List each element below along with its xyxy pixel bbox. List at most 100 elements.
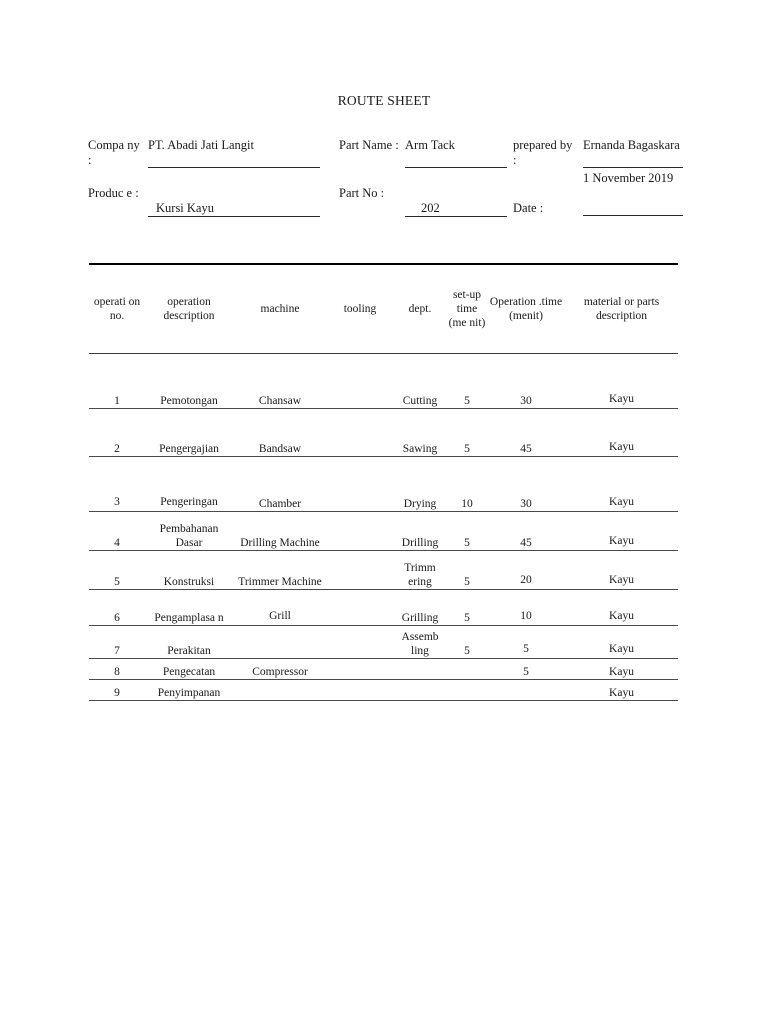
cell-operation-time: 45 xyxy=(487,408,565,457)
table-header: operati on no. operation description mac… xyxy=(89,263,678,354)
cell-setup-time: 5 xyxy=(447,550,487,590)
cell-operation-time: 45 xyxy=(487,511,565,551)
column-header-operation-desc: operation description xyxy=(145,263,233,354)
cell-material: Kayu xyxy=(565,550,678,590)
cell-tooling xyxy=(327,511,393,551)
cell-setup-time xyxy=(447,679,487,701)
cell-operation-time: 5 xyxy=(487,658,565,680)
header-meta-block: Compa ny : PT. Abadi Jati Langit Produc … xyxy=(88,138,688,228)
meta-value-part-name[interactable]: Arm Tack xyxy=(405,138,507,168)
cell-machine xyxy=(233,679,327,701)
cell-material: Kayu xyxy=(565,625,678,659)
route-sheet-table: operati on no. operation description mac… xyxy=(89,263,678,701)
cell-dept: Drilling xyxy=(393,511,447,551)
cell-operation-desc: Pembahanan Dasar xyxy=(145,511,233,551)
table-row: 7 Perakitan Assemb ling 5 5 Kayu xyxy=(89,625,678,659)
cell-dept: Cutting xyxy=(393,353,447,409)
meta-label-date: Date : xyxy=(513,201,544,215)
cell-operation-desc: Pengeringan xyxy=(145,456,233,512)
meta-field-date: Date : 1 November 2019 xyxy=(513,171,688,229)
cell-tooling xyxy=(327,625,393,659)
cell-operation-desc: Pengecatan xyxy=(145,658,233,680)
cell-operation-time xyxy=(487,679,565,701)
cell-setup-time: 5 xyxy=(447,408,487,457)
cell-operation-no: 2 xyxy=(89,408,145,457)
column-header-machine: machine xyxy=(233,263,327,354)
meta-value-part-no[interactable]: 202 xyxy=(405,186,507,217)
meta-label-company: Compa ny : xyxy=(88,138,140,167)
cell-setup-time: 5 xyxy=(447,625,487,659)
meta-value-date[interactable]: 1 November 2019 xyxy=(583,171,683,216)
meta-value-company[interactable]: PT. Abadi Jati Langit xyxy=(148,138,320,168)
table-row: 9 Penyimpanan Kayu xyxy=(89,679,678,701)
table-row: 6 Pengamplasa n Grill Grilling 5 10 Kayu xyxy=(89,589,678,626)
cell-tooling xyxy=(327,408,393,457)
table-row: 2 Pengergajian Bandsaw Sawing 5 45 Kayu xyxy=(89,408,678,457)
meta-field-part-no: Part No : 202 xyxy=(339,186,519,228)
meta-column-prepared: prepared by : Ernanda Bagaskara Date : 1… xyxy=(513,138,688,228)
cell-material: Kayu xyxy=(565,589,678,626)
cell-operation-no: 6 xyxy=(89,589,145,626)
cell-machine xyxy=(233,625,327,659)
cell-dept: Sawing xyxy=(393,408,447,457)
table-row: 4 Pembahanan Dasar Drilling Machine Dril… xyxy=(89,511,678,551)
cell-machine: Chansaw xyxy=(233,353,327,409)
cell-setup-time xyxy=(447,658,487,680)
cell-setup-time: 5 xyxy=(447,589,487,626)
meta-value-produce[interactable]: Kursi Kayu xyxy=(148,186,320,217)
cell-tooling xyxy=(327,456,393,512)
meta-value-prepared-by[interactable]: Ernanda Bagaskara xyxy=(583,138,683,168)
cell-dept: Assemb ling xyxy=(393,625,447,659)
cell-machine: Bandsaw xyxy=(233,408,327,457)
meta-field-part-name: Part Name : Arm Tack xyxy=(339,138,519,180)
cell-operation-time: 20 xyxy=(487,550,565,590)
column-header-operation-time: Operation .time (menit) xyxy=(487,263,565,354)
meta-field-produce: Produc e : Kursi Kayu xyxy=(88,186,320,228)
table-row: 5 Konstruksi Trimmer Machine Trimm ering… xyxy=(89,550,678,590)
meta-column-company: Compa ny : PT. Abadi Jati Langit Produc … xyxy=(88,138,320,228)
cell-material: Kayu xyxy=(565,456,678,512)
cell-material: Kayu xyxy=(565,511,678,551)
cell-operation-no: 8 xyxy=(89,658,145,680)
cell-dept xyxy=(393,679,447,701)
cell-material: Kayu xyxy=(565,679,678,701)
meta-label-prepared-by: prepared by : xyxy=(513,138,573,167)
meta-field-company: Compa ny : PT. Abadi Jati Langit xyxy=(88,138,320,180)
column-header-setup-time: set-up time (me nit) xyxy=(447,263,487,354)
cell-machine: Drilling Machine xyxy=(233,511,327,551)
cell-operation-desc: Konstruksi xyxy=(145,550,233,590)
cell-operation-time: 30 xyxy=(487,353,565,409)
cell-tooling xyxy=(327,589,393,626)
cell-material: Kayu xyxy=(565,353,678,409)
cell-operation-time: 10 xyxy=(487,589,565,626)
cell-machine: Grill xyxy=(233,589,327,626)
cell-dept: Drying xyxy=(393,456,447,512)
cell-dept: Trimm ering xyxy=(393,550,447,590)
cell-operation-no: 9 xyxy=(89,679,145,701)
meta-label-produce: Produc e : xyxy=(88,186,139,200)
cell-operation-no: 7 xyxy=(89,625,145,659)
cell-operation-desc: Pemotongan xyxy=(145,353,233,409)
cell-setup-time: 5 xyxy=(447,511,487,551)
cell-machine: Trimmer Machine xyxy=(233,550,327,590)
cell-tooling xyxy=(327,550,393,590)
meta-column-part: Part Name : Arm Tack Part No : 202 xyxy=(339,138,519,228)
cell-operation-desc: Pengamplasa n xyxy=(145,589,233,626)
cell-setup-time: 5 xyxy=(447,353,487,409)
table-body: 1 Pemotongan Chansaw Cutting 5 30 Kayu 2… xyxy=(89,353,678,701)
column-header-material: material or parts description xyxy=(565,263,678,354)
table-header-row: operati on no. operation description mac… xyxy=(89,263,678,354)
cell-dept: Grilling xyxy=(393,589,447,626)
cell-operation-time: 30 xyxy=(487,456,565,512)
cell-operation-no: 3 xyxy=(89,456,145,512)
cell-dept xyxy=(393,658,447,680)
cell-operation-no: 4 xyxy=(89,511,145,551)
cell-tooling xyxy=(327,353,393,409)
cell-tooling xyxy=(327,679,393,701)
column-header-tooling: tooling xyxy=(327,263,393,354)
meta-label-part-name: Part Name : xyxy=(339,138,399,152)
table-row: 1 Pemotongan Chansaw Cutting 5 30 Kayu xyxy=(89,353,678,409)
table-row: 3 Pengeringan Chamber Drying 10 30 Kayu xyxy=(89,456,678,512)
cell-operation-no: 5 xyxy=(89,550,145,590)
